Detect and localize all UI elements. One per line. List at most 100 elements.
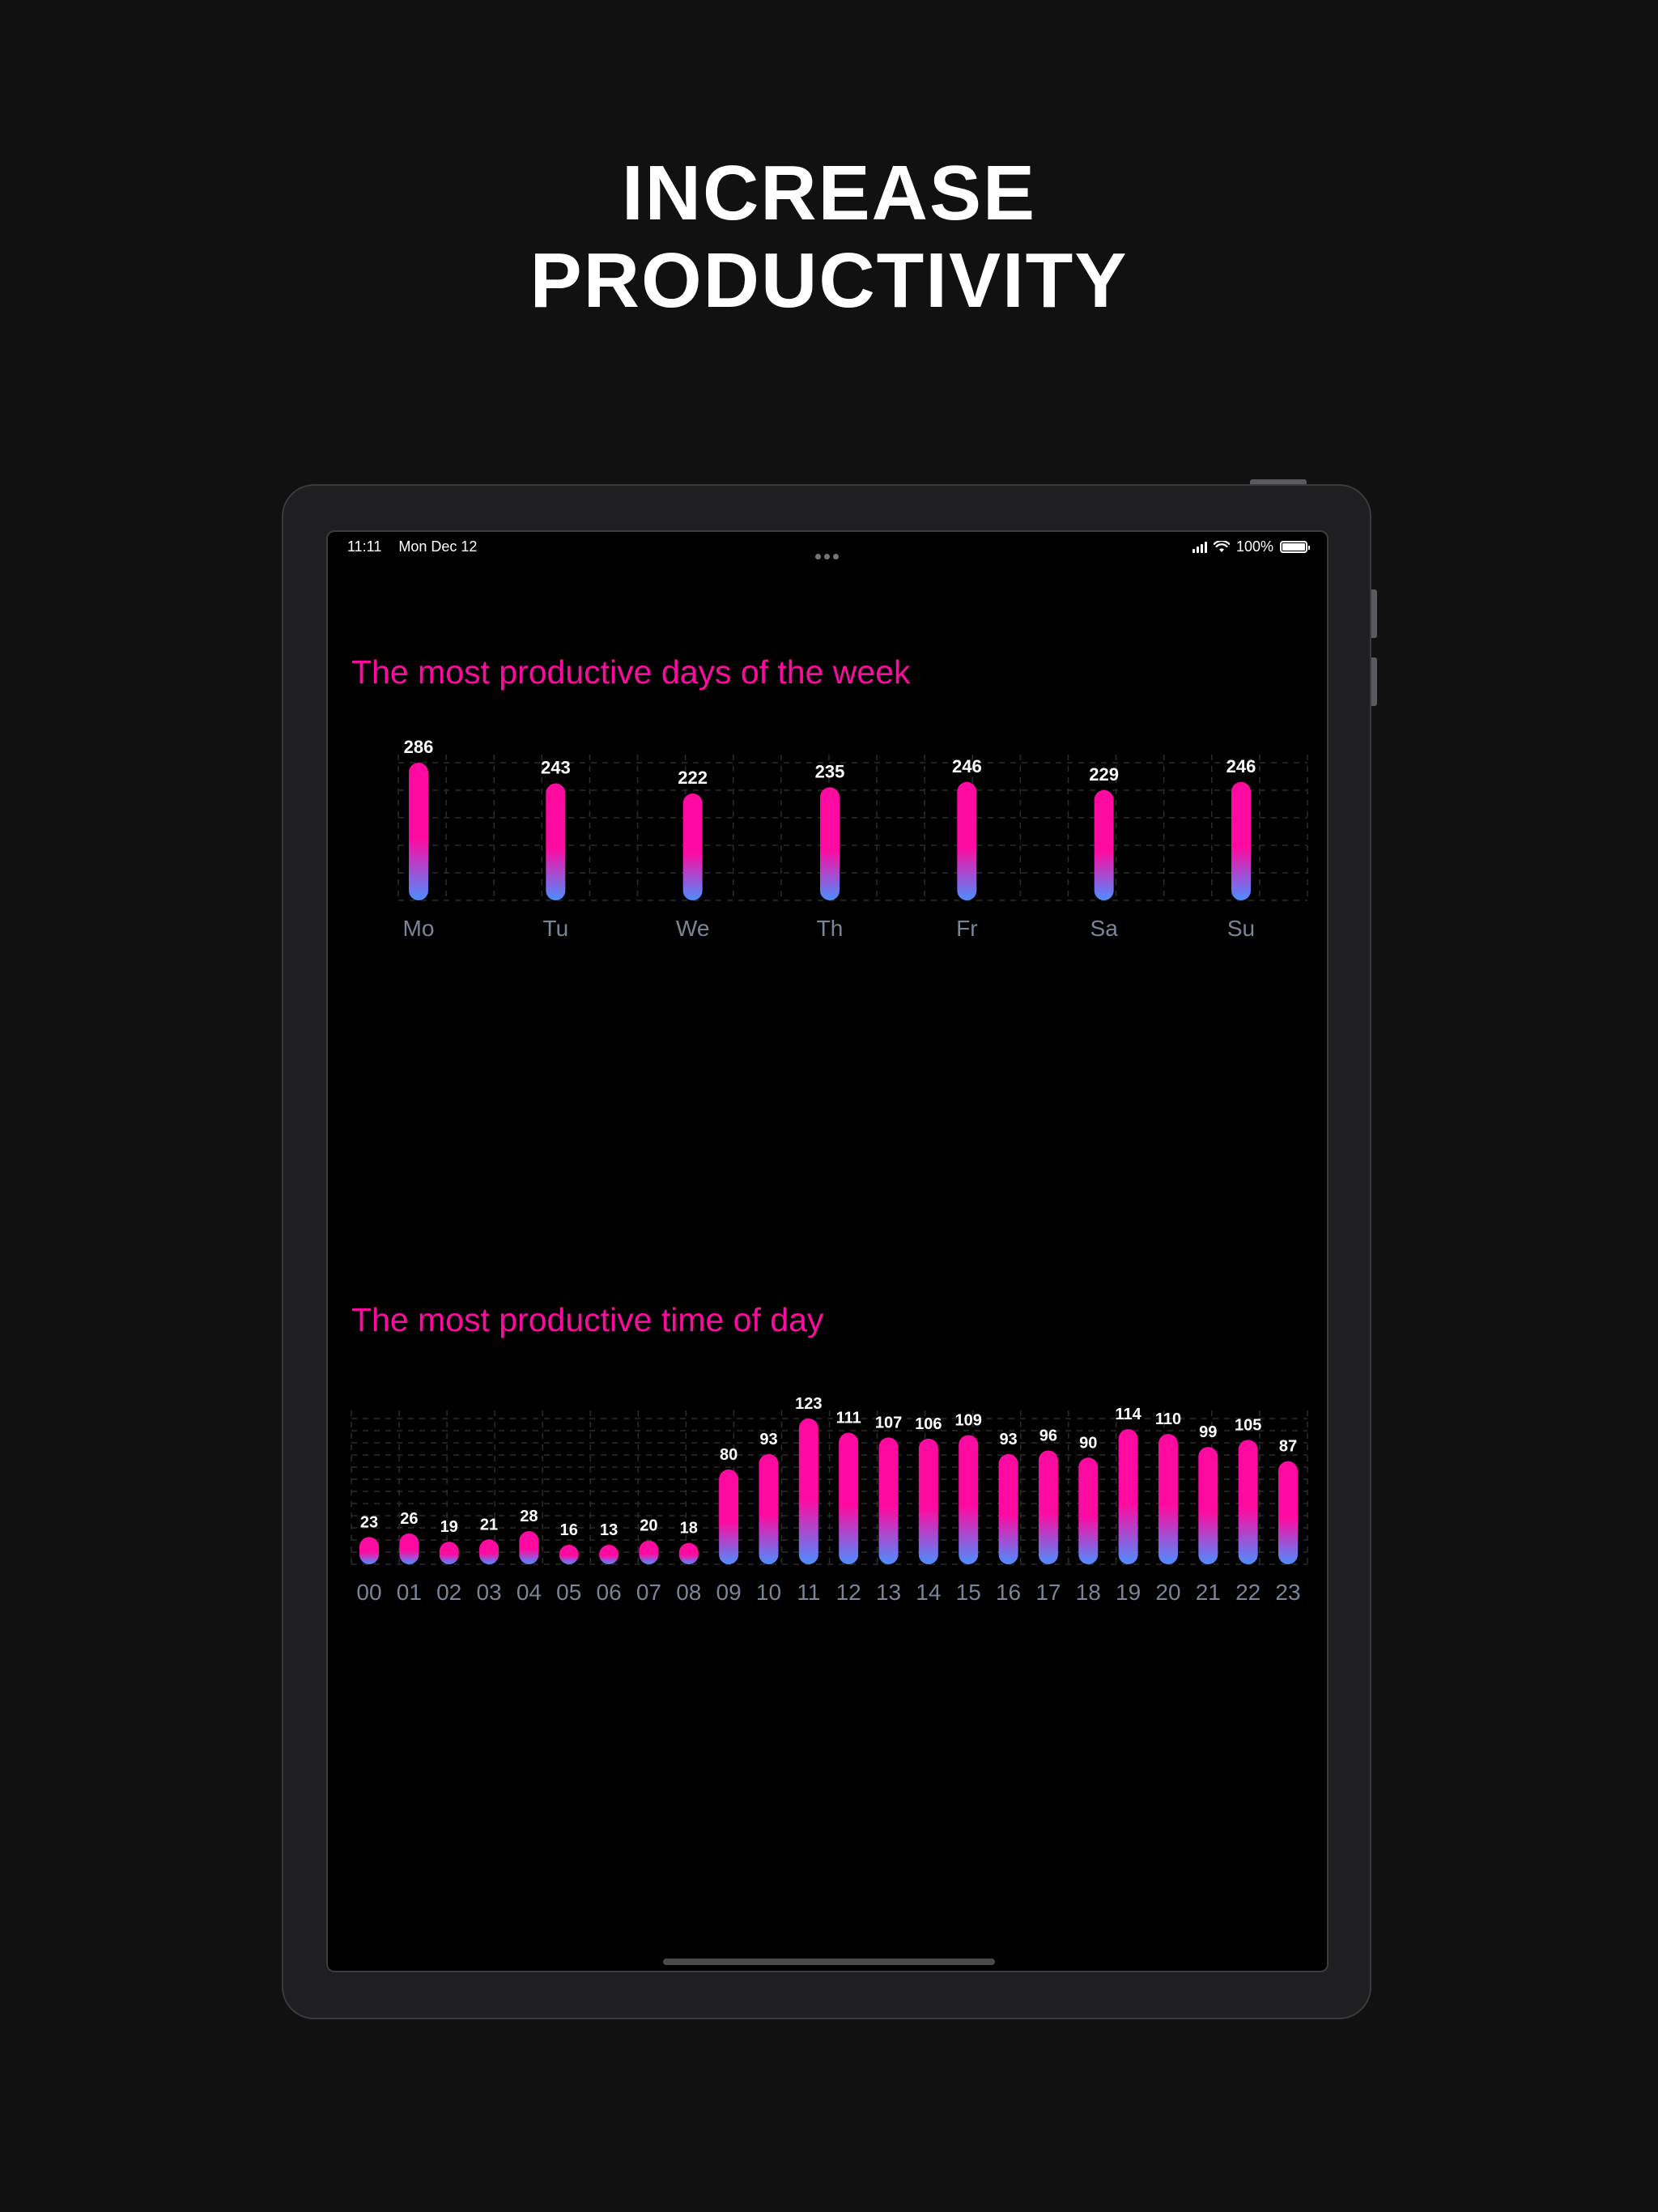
- bar-03[interactable]: [479, 1539, 500, 1564]
- bar-value-label-12: 111: [836, 1410, 861, 1427]
- bar-value-label-08: 18: [680, 1520, 698, 1538]
- battery-icon: [1280, 541, 1310, 553]
- bar-13[interactable]: [878, 1437, 899, 1564]
- bar-value-label-Tu: 243: [541, 758, 571, 778]
- bar-17[interactable]: [1038, 1450, 1058, 1564]
- home-indicator[interactable]: [663, 1959, 995, 1965]
- bar-value-label-18: 90: [1079, 1434, 1097, 1452]
- bar-value-label-07: 20: [640, 1517, 657, 1535]
- status-bar: 11:11 Mon Dec 12 100%: [328, 532, 1327, 564]
- weekly-productivity-chart: 286 Mo 243 Tu 222 We 235 Th 246 Fr 229 Sa 246 Su: [397, 737, 1308, 941]
- bar-value-label-21: 99: [1199, 1423, 1217, 1441]
- x-tick-label-00: 00: [356, 1580, 381, 1601]
- wifi-icon: [1213, 541, 1230, 552]
- bar-value-label-Th: 235: [815, 761, 845, 781]
- bar-23[interactable]: [1278, 1461, 1298, 1564]
- bar-We[interactable]: [682, 793, 703, 900]
- x-tick-label-03: 03: [476, 1580, 501, 1601]
- x-tick-label-18: 18: [1076, 1580, 1101, 1601]
- bar-Sa[interactable]: [1094, 789, 1114, 900]
- bar-07[interactable]: [639, 1540, 659, 1564]
- bar-Th[interactable]: [820, 787, 840, 900]
- device-volume-up-button: [1371, 589, 1377, 638]
- x-tick-label-Th: Th: [817, 916, 844, 941]
- x-tick-label-20: 20: [1155, 1580, 1180, 1601]
- x-tick-label-Fr: Fr: [956, 916, 977, 941]
- x-tick-label-19: 19: [1116, 1580, 1141, 1601]
- x-tick-label-Mo: Mo: [403, 916, 435, 941]
- bar-value-label-13: 107: [875, 1414, 902, 1431]
- bar-value-label-16: 93: [999, 1431, 1017, 1448]
- bar-14[interactable]: [918, 1438, 938, 1564]
- x-tick-label-14: 14: [916, 1580, 941, 1601]
- x-tick-label-16: 16: [996, 1580, 1021, 1601]
- bar-04[interactable]: [519, 1531, 539, 1564]
- bar-09[interactable]: [719, 1469, 739, 1564]
- x-tick-label-22: 22: [1235, 1580, 1261, 1601]
- bar-20[interactable]: [1158, 1434, 1178, 1564]
- bar-15[interactable]: [959, 1435, 979, 1564]
- bar-value-label-04: 28: [520, 1508, 538, 1525]
- x-tick-label-10: 10: [756, 1580, 781, 1601]
- bar-05[interactable]: [559, 1545, 579, 1564]
- cellular-signal-icon: [1192, 541, 1207, 553]
- bar-18[interactable]: [1078, 1457, 1099, 1564]
- bar-10[interactable]: [759, 1453, 779, 1564]
- device-top-button: [1250, 479, 1307, 484]
- x-tick-label-13: 13: [876, 1580, 901, 1601]
- x-tick-label-12: 12: [836, 1580, 861, 1601]
- bar-Tu[interactable]: [546, 783, 566, 900]
- bar-value-label-20: 110: [1155, 1410, 1181, 1428]
- weekly-chart-title: The most productive days of the week: [351, 653, 911, 691]
- bar-value-label-Sa: 229: [1089, 764, 1119, 785]
- bar-Mo[interactable]: [409, 763, 428, 900]
- headline: INCREASE PRODUCTIVITY: [0, 150, 1658, 325]
- bar-value-label-02: 19: [440, 1518, 458, 1536]
- multitasking-dots-icon[interactable]: [815, 547, 843, 559]
- bar-06[interactable]: [599, 1545, 619, 1564]
- tablet-screen: 11:11 Mon Dec 12 100% The most productiv…: [326, 530, 1329, 1972]
- x-tick-label-07: 07: [636, 1580, 661, 1601]
- bar-00[interactable]: [359, 1537, 379, 1564]
- x-tick-label-05: 05: [556, 1580, 581, 1601]
- bar-19[interactable]: [1118, 1429, 1138, 1564]
- bar-value-label-01: 26: [400, 1510, 418, 1528]
- bar-02[interactable]: [439, 1542, 459, 1564]
- bar-Su[interactable]: [1231, 781, 1251, 900]
- bar-value-label-10: 93: [759, 1431, 777, 1448]
- status-date: Mon Dec 12: [398, 538, 478, 555]
- bar-value-label-Su: 246: [1226, 756, 1256, 776]
- bar-16[interactable]: [998, 1453, 1018, 1564]
- x-tick-label-08: 08: [676, 1580, 701, 1601]
- x-tick-label-Su: Su: [1227, 916, 1255, 941]
- device-volume-down-button: [1371, 657, 1377, 706]
- bar-value-label-11: 123: [795, 1395, 822, 1413]
- bar-12[interactable]: [839, 1432, 859, 1564]
- bar-11[interactable]: [798, 1419, 818, 1564]
- bar-value-label-We: 222: [678, 768, 708, 788]
- x-tick-label-02: 02: [436, 1580, 461, 1601]
- status-bar-left: 11:11 Mon Dec 12: [347, 538, 490, 555]
- status-time: 11:11: [347, 538, 382, 555]
- x-tick-label-23: 23: [1275, 1580, 1300, 1601]
- x-tick-label-Sa: Sa: [1090, 916, 1119, 941]
- status-bar-right: 100%: [1192, 538, 1310, 555]
- bar-value-label-Mo: 286: [404, 737, 434, 757]
- bar-value-label-Fr: 246: [952, 756, 982, 776]
- x-tick-label-06: 06: [597, 1580, 622, 1601]
- bar-value-label-00: 23: [360, 1513, 378, 1531]
- bar-value-label-23: 87: [1279, 1438, 1297, 1456]
- x-tick-label-04: 04: [517, 1580, 542, 1601]
- bar-Fr[interactable]: [957, 781, 977, 900]
- bar-value-label-09: 80: [720, 1446, 738, 1464]
- bar-08[interactable]: [678, 1542, 699, 1564]
- battery-percent: 100%: [1235, 538, 1273, 555]
- bar-01[interactable]: [399, 1533, 419, 1564]
- bar-22[interactable]: [1238, 1440, 1258, 1564]
- x-tick-label-21: 21: [1196, 1580, 1221, 1601]
- bar-value-label-17: 96: [1039, 1427, 1057, 1445]
- bar-21[interactable]: [1198, 1447, 1218, 1564]
- headline-line-2: PRODUCTIVITY: [529, 237, 1129, 324]
- bar-value-label-15: 109: [955, 1411, 982, 1429]
- x-tick-label-17: 17: [1035, 1580, 1061, 1601]
